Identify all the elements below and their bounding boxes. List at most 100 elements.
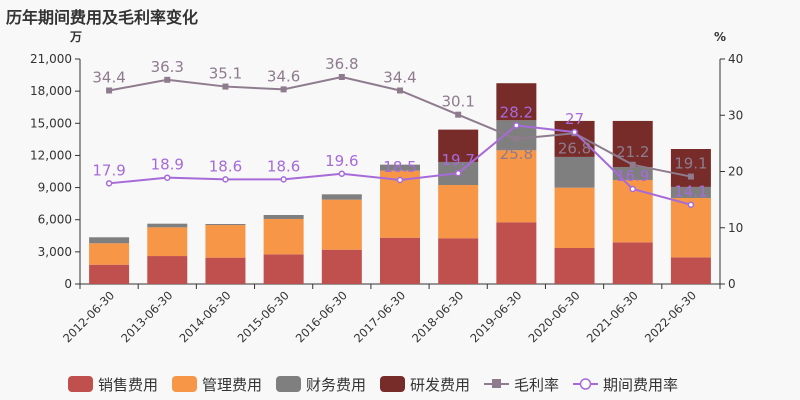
bar-管理费用 (89, 243, 130, 265)
left-tick-label: 12,000 (30, 148, 72, 162)
right-tick-label: 0 (728, 277, 736, 291)
point-毛利率 (280, 86, 287, 93)
left-tick-label: 18,000 (30, 84, 72, 98)
bar-财务费用 (380, 164, 420, 171)
data-label-期间费用率: 28.2 (500, 103, 533, 121)
x-tick-label: 2016-06-30 (293, 288, 350, 345)
chart-title: 历年期间费用及毛利率变化 (6, 8, 199, 27)
bar-销售费用 (89, 264, 130, 284)
left-axis-unit: 万 (69, 30, 82, 44)
bar-财务费用 (205, 224, 246, 226)
data-label-期间费用率: 17.9 (92, 161, 125, 179)
bar-研发费用 (496, 83, 537, 121)
x-tick-label: 2018-06-30 (409, 288, 466, 345)
x-tick-label: 2019-06-30 (467, 288, 524, 345)
data-label-期间费用率: 27 (565, 110, 584, 128)
bar-管理费用 (147, 227, 188, 257)
data-label-期间费用率: 18.6 (267, 157, 300, 175)
legend-label: 期间费用率 (603, 376, 678, 394)
data-label-期间费用率: 14.1 (674, 183, 707, 201)
point-毛利率 (106, 87, 113, 94)
data-label-期间费用率: 16.9 (616, 167, 649, 185)
point-毛利率 (222, 83, 229, 90)
bar-财务费用 (670, 186, 711, 198)
bar-研发费用 (438, 129, 479, 162)
bar-财务费用 (612, 167, 653, 180)
data-label-毛利率: 21.2 (616, 143, 649, 161)
data-label-毛利率: 25.8 (500, 145, 533, 163)
bar-研发费用 (670, 149, 711, 187)
bar-管理费用 (205, 225, 246, 258)
data-label-期间费用率: 18.6 (209, 157, 242, 175)
x-tick-label: 2015-06-30 (235, 288, 292, 345)
legend-swatch (68, 376, 93, 392)
data-label-毛利率: 36.3 (151, 58, 184, 76)
bar-财务费用 (321, 194, 362, 200)
x-tick-label: 2014-06-30 (176, 288, 233, 345)
x-tick-label: 2013-06-30 (118, 288, 175, 345)
point-期间费用率 (222, 176, 229, 183)
legend-label: 管理费用 (202, 376, 262, 394)
left-tick-label: 9,000 (38, 181, 72, 195)
bar-销售费用 (438, 238, 479, 284)
data-label-毛利率: 34.6 (267, 67, 300, 85)
point-毛利率 (338, 74, 345, 80)
right-tick-label: 20 (728, 165, 743, 179)
bar-财务费用 (147, 223, 188, 228)
point-毛利率 (629, 161, 636, 168)
bar-财务费用 (263, 215, 304, 219)
point-毛利率 (455, 111, 462, 118)
bar-销售费用 (670, 257, 711, 284)
legend-label: 毛利率 (514, 376, 559, 394)
legend-swatch (172, 376, 197, 392)
data-label-毛利率: 35.1 (209, 65, 242, 83)
data-label-毛利率: 36.8 (325, 55, 358, 73)
legend-swatch (380, 376, 405, 392)
point-期间费用率 (338, 170, 346, 177)
point-期间费用率 (629, 185, 636, 193)
bar-管理费用 (496, 150, 537, 223)
left-tick-label: 6,000 (38, 213, 72, 227)
bar-销售费用 (554, 248, 595, 284)
bar-研发费用 (554, 120, 595, 157)
x-tick-label: 2012-06-30 (60, 288, 117, 345)
bar-销售费用 (263, 254, 304, 284)
left-tick-label: 21,000 (30, 52, 72, 66)
data-label-毛利率: 30.1 (441, 93, 474, 111)
bar-销售费用 (321, 249, 362, 284)
bar-销售费用 (147, 256, 188, 284)
data-label-期间费用率: 18.9 (151, 156, 184, 174)
point-毛利率 (397, 87, 403, 94)
x-tick-label: 2020-06-30 (526, 288, 583, 345)
point-毛利率 (164, 76, 171, 83)
left-tick-label: 15,000 (30, 116, 72, 130)
point-毛利率 (687, 173, 694, 180)
right-tick-label: 40 (728, 52, 743, 66)
legend-swatch (276, 376, 301, 392)
bar-管理费用 (438, 185, 479, 239)
bar-财务费用 (89, 237, 130, 244)
point-期间费用率 (571, 128, 578, 136)
point-期间费用率 (105, 180, 113, 187)
point-期间费用率 (164, 174, 171, 181)
data-label-毛利率: 34.4 (92, 69, 125, 87)
legend-label: 销售费用 (98, 376, 158, 394)
legend-marker (492, 379, 501, 388)
right-tick-label: 10 (728, 221, 743, 235)
bar-管理费用 (263, 218, 304, 255)
bar-销售费用 (496, 222, 537, 284)
bar-财务费用 (554, 156, 595, 188)
right-tick-label: 30 (728, 108, 743, 122)
bar-销售费用 (205, 257, 246, 284)
data-label-毛利率: 19.1 (674, 155, 707, 173)
legend-marker (579, 378, 592, 390)
x-tick-label: 2021-06-30 (584, 288, 641, 345)
bar-销售费用 (380, 237, 420, 284)
legend-label: 财务费用 (306, 376, 366, 394)
point-期间费用率 (396, 176, 404, 184)
bar-管理费用 (321, 199, 362, 250)
data-label-期间费用率: 18.5 (383, 158, 416, 176)
point-期间费用率 (454, 169, 462, 177)
